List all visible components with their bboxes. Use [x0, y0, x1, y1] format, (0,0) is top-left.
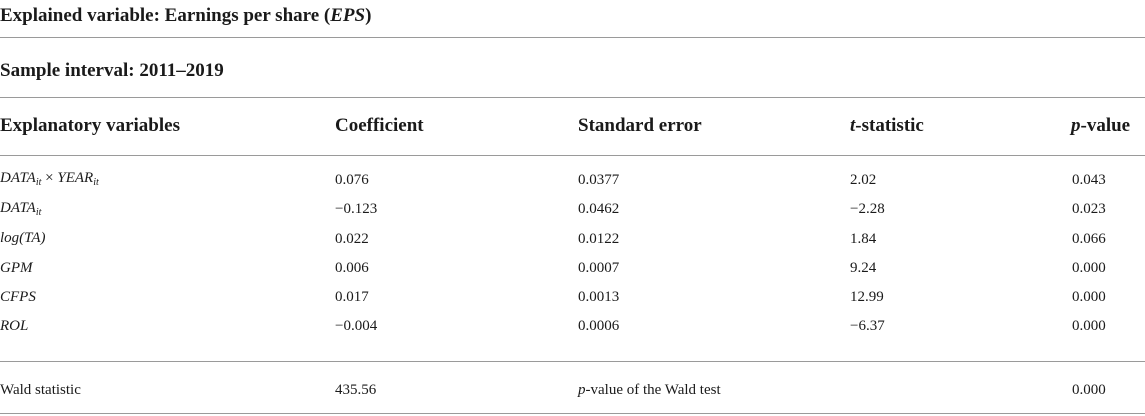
- table-title: Explained variable: Earnings per share (…: [0, 5, 371, 27]
- cell-coefficient: 0.022: [335, 231, 369, 247]
- column-header-p-value: p-value: [1071, 115, 1130, 137]
- cell-p-value: 0.043: [1072, 172, 1106, 188]
- p-label-rest: -value of the Wald test: [585, 382, 721, 398]
- cell-coefficient: 0.076: [335, 172, 369, 188]
- var-subscript: it: [35, 207, 42, 218]
- cell-std-error: 0.0006: [578, 318, 620, 334]
- title-text: Explained variable: Earnings per share (: [0, 5, 331, 26]
- divider: [0, 155, 1145, 156]
- cell-std-error: 0.0007: [578, 260, 620, 276]
- var-name: YEAR: [57, 170, 94, 186]
- var-name: DATA: [0, 200, 36, 216]
- title-variable: EPS: [330, 5, 366, 26]
- cell-t-statistic: 1.84: [850, 231, 877, 247]
- column-header-t-statistic: t-statistic: [850, 115, 924, 137]
- divider: [0, 413, 1145, 414]
- cell-std-error: 0.0462: [578, 201, 620, 217]
- divider: [0, 97, 1145, 98]
- cell-t-statistic: 2.02: [850, 172, 877, 188]
- wald-test-p-value: 0.000: [1072, 382, 1106, 398]
- divider: [0, 37, 1145, 38]
- table-row-variable: GPM: [0, 260, 33, 276]
- column-header-std-error: Standard error: [578, 115, 702, 136]
- cell-t-statistic: 9.24: [850, 260, 877, 276]
- cell-p-value: 0.000: [1072, 318, 1106, 334]
- wald-statistic-label: Wald statistic: [0, 382, 81, 398]
- cell-p-value: 0.000: [1072, 289, 1106, 305]
- cell-p-value: 0.000: [1072, 260, 1106, 276]
- cell-t-statistic: −2.28: [850, 201, 885, 217]
- wald-statistic-value: 435.56: [335, 382, 377, 398]
- cell-p-value: 0.066: [1072, 231, 1106, 247]
- table-row-variable: CFPS: [0, 289, 36, 305]
- sample-interval: Sample interval: 2011–2019: [0, 60, 224, 81]
- column-header-variables: Explanatory variables: [0, 115, 180, 136]
- table-row-variable: log(TA): [0, 230, 46, 246]
- cell-coefficient: 0.006: [335, 260, 369, 276]
- column-header-coefficient: Coefficient: [335, 115, 424, 136]
- cell-std-error: 0.0013: [578, 289, 620, 305]
- cell-t-statistic: −6.37: [850, 318, 885, 334]
- cell-coefficient: 0.017: [335, 289, 369, 305]
- cell-t-statistic: 12.99: [850, 289, 884, 305]
- var-name: DATA: [0, 170, 36, 186]
- cell-p-value: 0.023: [1072, 201, 1106, 217]
- title-suffix: ): [365, 5, 372, 26]
- table-row-variable: DATAit: [0, 200, 41, 218]
- var-subscript: it: [35, 177, 42, 188]
- p-rest: -value: [1080, 115, 1131, 136]
- cell-std-error: 0.0377: [578, 172, 620, 188]
- table-row-variable: DATAit × YEARit: [0, 170, 99, 188]
- wald-test-p-label: p-value of the Wald test: [578, 382, 721, 399]
- t-rest: -statistic: [855, 115, 924, 136]
- p-letter: p: [1071, 115, 1081, 136]
- cell-coefficient: −0.004: [335, 318, 378, 334]
- table-row-variable: ROL: [0, 318, 29, 334]
- divider: [0, 361, 1145, 362]
- times-sign: ×: [41, 170, 58, 186]
- t-letter: t: [850, 115, 856, 136]
- p-letter: p: [578, 382, 586, 398]
- cell-std-error: 0.0122: [578, 231, 620, 247]
- var-subscript: it: [93, 177, 99, 188]
- cell-coefficient: −0.123: [335, 201, 378, 217]
